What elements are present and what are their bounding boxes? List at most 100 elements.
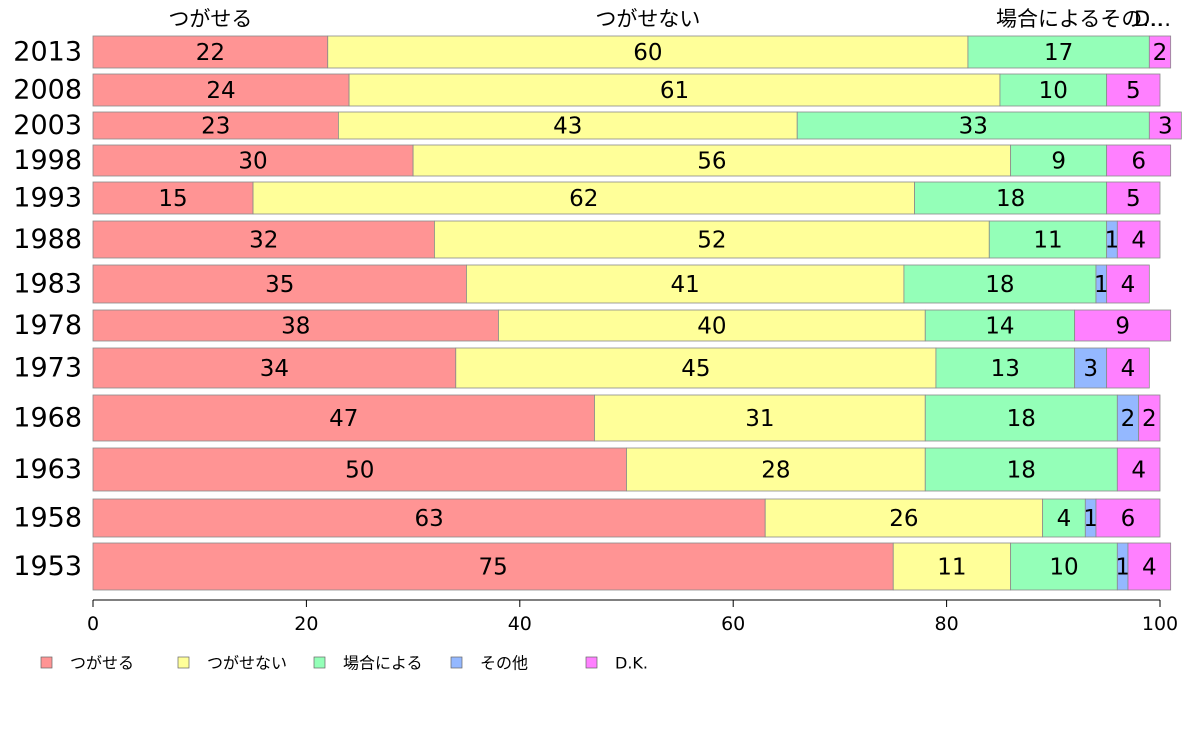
bar-segment-2008-0 — [92, 73, 350, 107]
data-label-1973-1: 45 — [681, 356, 710, 382]
bar-segment-2013-2 — [967, 35, 1150, 69]
bar-segment-1973-4 — [1106, 347, 1150, 389]
year-label-1953: 1953 — [13, 551, 82, 582]
data-label-1978-4: 9 — [1115, 314, 1130, 340]
data-label-1973-4: 4 — [1121, 356, 1136, 382]
bar-segment-1998-1 — [412, 144, 1012, 177]
bar-segment-1993-4 — [1106, 181, 1161, 215]
bar-segment-1963-1 — [626, 447, 926, 492]
bar-segment-2013-4 — [1148, 35, 1172, 69]
x-tick-label-100: 100 — [1142, 613, 1178, 635]
data-label-1958-0: 63 — [414, 506, 443, 532]
year-label-1968: 1968 — [13, 403, 82, 434]
data-label-1968-1: 31 — [745, 406, 774, 432]
legend-label-2: 場合による — [343, 654, 423, 673]
bar-segment-1958-2 — [1042, 498, 1086, 538]
year-label-1963: 1963 — [13, 454, 82, 485]
year-label-2013: 2013 — [13, 37, 82, 68]
year-label-1993: 1993 — [13, 183, 82, 214]
bar-segment-1953-4 — [1127, 542, 1172, 591]
legend-swatch-1 — [177, 656, 190, 669]
data-label-2003-1: 43 — [553, 114, 582, 140]
data-label-1978-1: 40 — [697, 314, 726, 340]
x-tick-label-0: 0 — [87, 613, 99, 635]
bar-segment-1958-4 — [1095, 498, 1161, 538]
year-label-1973: 1973 — [13, 353, 82, 384]
data-label-2008-0: 24 — [206, 78, 235, 104]
bar-segment-1988-4 — [1116, 220, 1161, 259]
bar-segment-2013-0 — [92, 35, 329, 69]
data-label-1988-0: 32 — [249, 228, 278, 254]
legend-label-1: つがせない — [207, 654, 287, 673]
bar-segment-1978-2 — [924, 309, 1076, 342]
data-label-2008-4: 5 — [1126, 78, 1141, 104]
bar-segment-2008-1 — [348, 73, 1001, 107]
data-label-1988-3: 1 — [1105, 228, 1120, 254]
bar-segment-2008-2 — [999, 73, 1108, 107]
bar-segment-2013-1 — [327, 35, 969, 69]
data-label-2003-2: 33 — [959, 114, 988, 140]
data-label-1983-2: 18 — [985, 272, 1014, 298]
year-label-2003: 2003 — [13, 110, 82, 141]
data-label-1963-1: 28 — [761, 458, 790, 484]
bar-segment-1993-2 — [914, 181, 1108, 215]
top-label-2: 場合によるその… — [996, 7, 1163, 31]
data-label-1953-3: 1 — [1115, 555, 1130, 581]
bar-segment-1983-0 — [92, 264, 467, 304]
data-label-1973-0: 34 — [260, 356, 289, 382]
data-label-1983-3: 1 — [1094, 272, 1109, 298]
bar-segment-1958-0 — [92, 498, 766, 538]
data-label-1978-0: 38 — [281, 314, 310, 340]
data-label-1953-2: 10 — [1049, 555, 1078, 581]
year-label-1988: 1988 — [13, 224, 82, 255]
data-label-1958-3: 1 — [1083, 506, 1098, 532]
data-label-2013-0: 22 — [196, 40, 225, 66]
bar-segment-1978-1 — [498, 309, 926, 342]
legend-swatch-2 — [313, 656, 326, 669]
bar-segment-1998-4 — [1106, 144, 1172, 177]
data-label-2013-4: 2 — [1153, 40, 1168, 66]
data-label-1968-0: 47 — [329, 406, 358, 432]
data-label-1973-3: 3 — [1083, 356, 1098, 382]
bar-segment-1973-0 — [92, 347, 457, 389]
data-label-1953-1: 11 — [937, 555, 966, 581]
bar-segment-1973-3 — [1074, 347, 1108, 389]
x-tick-label-40: 40 — [508, 613, 532, 635]
bar-segment-1973-1 — [455, 347, 937, 389]
x-axis: 0 20 40 60 80 100 — [87, 599, 1178, 635]
year-label-2008: 2008 — [13, 75, 82, 106]
data-label-1968-2: 18 — [1007, 406, 1036, 432]
legend: つがせる つがせない 場合による その他 D.K. — [40, 654, 648, 673]
data-label-1963-0: 50 — [345, 458, 374, 484]
bar-segment-1968-1 — [594, 394, 926, 442]
data-label-1998-0: 30 — [238, 149, 267, 175]
bar-segment-1983-4 — [1106, 264, 1150, 304]
bar-segment-1963-0 — [92, 447, 627, 492]
year-label-1998: 1998 — [13, 145, 82, 176]
bar-segment-1953-1 — [892, 542, 1012, 591]
bar-segment-1973-2 — [935, 347, 1076, 389]
data-label-1983-0: 35 — [265, 272, 294, 298]
legend-label-0: つがせる — [70, 654, 134, 673]
bar-segment-1968-4 — [1138, 394, 1161, 442]
bar-segment-1988-1 — [434, 220, 990, 259]
data-label-1958-1: 26 — [889, 506, 918, 532]
legend-label-4: D.K. — [615, 654, 648, 673]
data-label-1993-1: 62 — [569, 186, 598, 212]
year-label-1983: 1983 — [13, 269, 82, 300]
top-labels: つがせる つがせない 場合によるその…D… — [168, 7, 1171, 31]
data-label-1963-4: 4 — [1131, 458, 1146, 484]
data-label-1968-3: 2 — [1121, 406, 1136, 432]
data-label-1973-2: 13 — [991, 356, 1020, 382]
data-label-1988-1: 52 — [697, 228, 726, 254]
data-label-2003-4: 3 — [1158, 114, 1173, 140]
bar-segment-1983-1 — [466, 264, 905, 304]
data-label-2008-1: 61 — [660, 78, 689, 104]
data-label-1963-2: 18 — [1007, 458, 1036, 484]
data-label-1998-2: 9 — [1051, 149, 1066, 175]
legend-swatch-4 — [585, 656, 598, 669]
data-label-1998-1: 56 — [697, 149, 726, 175]
top-label-1: つがせない — [595, 7, 700, 31]
